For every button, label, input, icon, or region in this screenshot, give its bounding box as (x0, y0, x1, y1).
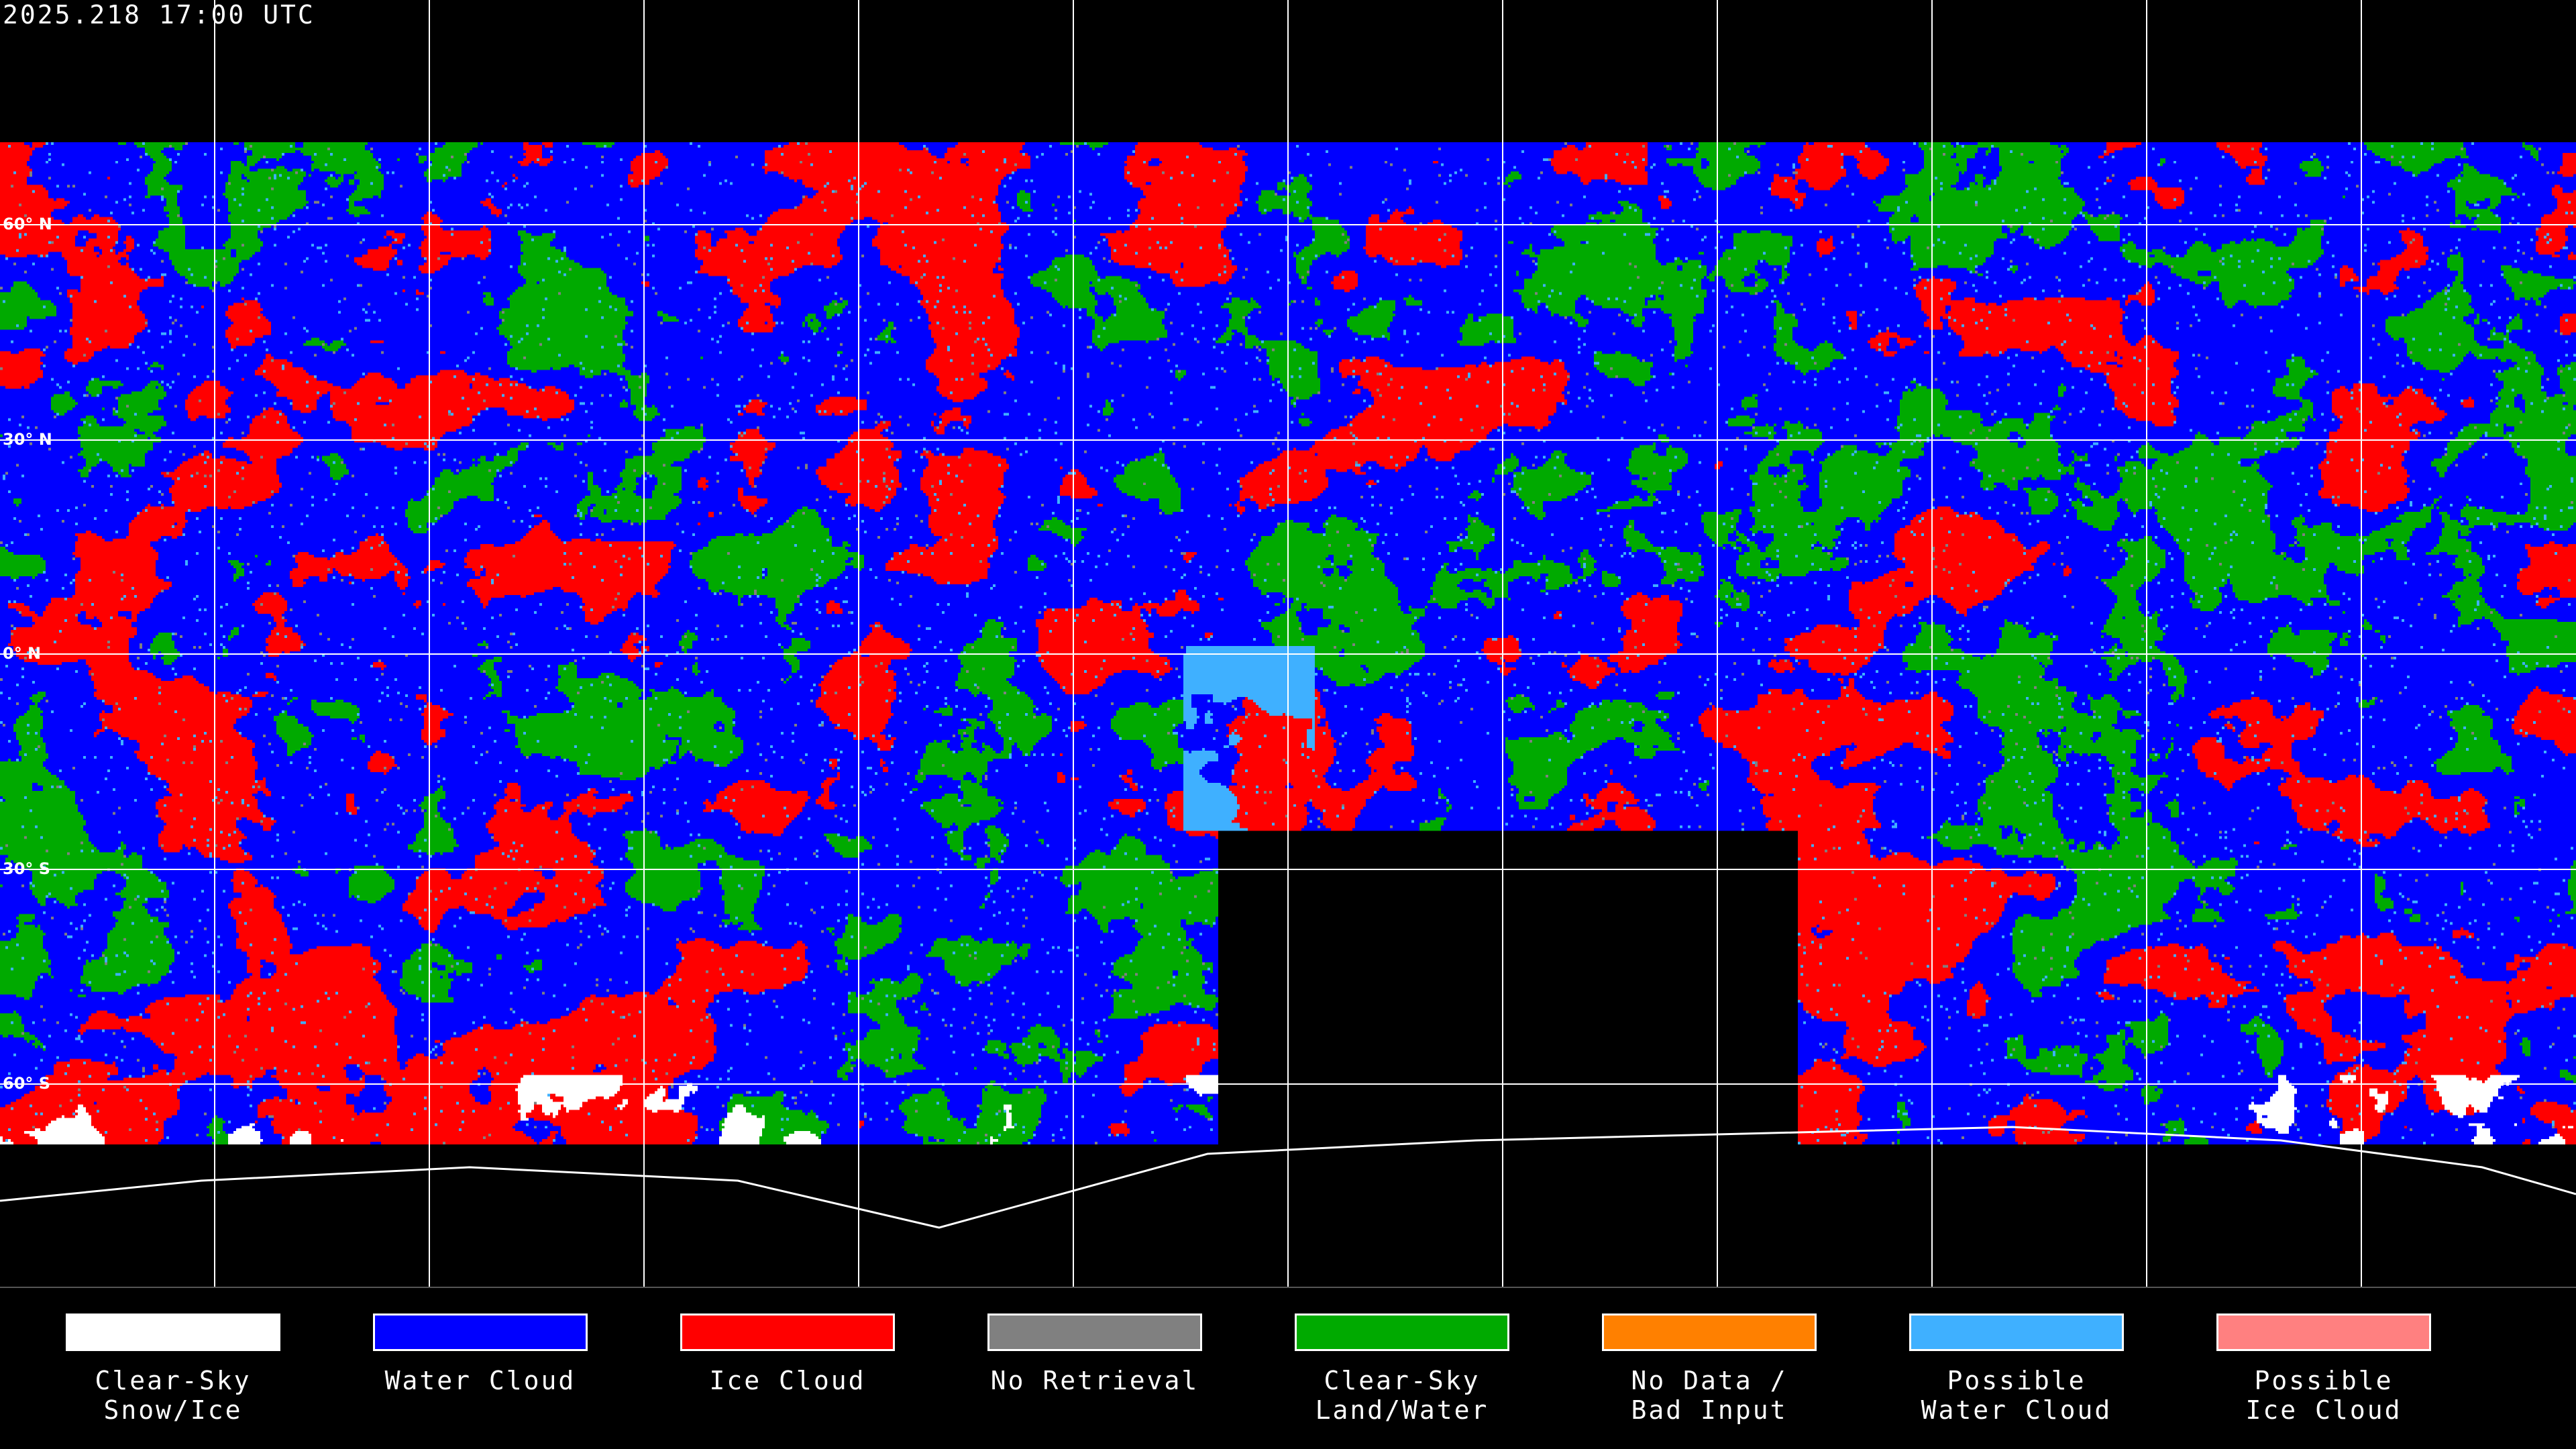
legend-label: Clear-Sky Snow/Ice (95, 1366, 252, 1425)
antarctica-coastline (0, 1126, 2576, 1229)
legend-item: No Retrieval (985, 1313, 1204, 1395)
legend-label: No Data / Bad Input (1631, 1366, 1788, 1425)
legend-item: Clear-Sky Snow/Ice (64, 1313, 282, 1425)
legend-label: No Retrieval (990, 1366, 1199, 1395)
legend-swatch (373, 1313, 588, 1351)
legend-swatch (1295, 1313, 1509, 1351)
lat-label-60s: 60° S (3, 1074, 51, 1093)
legend-item: No Data / Bad Input (1600, 1313, 1819, 1425)
timestamp: 2025.218 17:00 UTC (3, 0, 315, 30)
legend-item: Possible Water Cloud (1907, 1313, 2126, 1425)
legend-item: Clear-Sky Land/Water (1293, 1313, 1511, 1425)
lat-label-60n: 60° N (3, 215, 52, 233)
lat-label-30n: 30° N (3, 430, 52, 449)
legend-label: Water Cloud (384, 1366, 576, 1395)
lat-lon-grid (0, 0, 2576, 1287)
legend-label: Possible Ice Cloud (2245, 1366, 2402, 1425)
legend-swatch (1602, 1313, 1817, 1351)
legend-item: Water Cloud (371, 1313, 590, 1395)
legend-label: Possible Water Cloud (1921, 1366, 2112, 1425)
legend-swatch (987, 1313, 1202, 1351)
legend-divider (0, 1287, 2576, 1288)
legend-swatch (680, 1313, 895, 1351)
legend-label: Clear-Sky Land/Water (1315, 1366, 1489, 1425)
legend-label: Ice Cloud (709, 1366, 866, 1395)
legend-item: Ice Cloud (678, 1313, 897, 1395)
lat-label-0n: 0° N (3, 644, 42, 663)
lat-label-30s: 30° S (3, 859, 51, 878)
legend-swatch (2216, 1313, 2431, 1351)
legend-swatch (66, 1313, 280, 1351)
legend-item: Possible Ice Cloud (2214, 1313, 2433, 1425)
legend-swatch (1909, 1313, 2124, 1351)
